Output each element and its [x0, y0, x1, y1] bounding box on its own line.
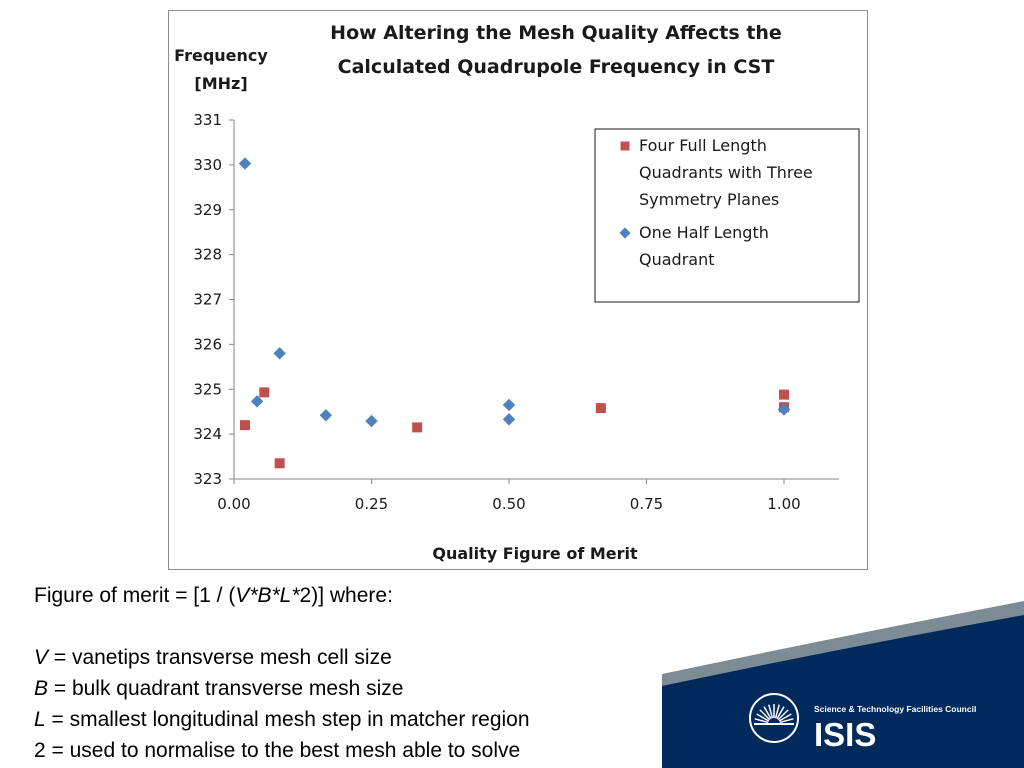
- data-point-diamond: [502, 398, 516, 412]
- x-tick-label: 0.50: [492, 495, 525, 513]
- sunburst-icon: [749, 693, 799, 743]
- y-tick-label: 329: [193, 201, 222, 219]
- legend-label: Symmetry Planes: [639, 190, 779, 209]
- data-point-square: [240, 420, 250, 431]
- legend-marker: [620, 141, 630, 151]
- y-tick-label: 326: [193, 335, 222, 353]
- data-point-square: [412, 422, 423, 433]
- legend-label: Four Full Length: [639, 136, 767, 155]
- x-axis-label: Quality Figure of Merit: [432, 544, 638, 563]
- legend-label: Quadrant: [639, 250, 715, 269]
- x-tick-label: 1.00: [767, 495, 800, 513]
- y-tick-label: 325: [193, 380, 222, 398]
- data-point-diamond: [250, 395, 264, 408]
- figure-of-merit-formula: Figure of merit = [1 / (V*B*L*2)] where:: [34, 584, 393, 607]
- y-axis-label-line-2: [MHz]: [194, 74, 247, 93]
- definition-l: L = smallest longitudinal mesh step in m…: [34, 708, 530, 731]
- y-axis-label-line-1: Frequency: [174, 46, 268, 65]
- axis-ticks: 323 324 325 326 327 328 329 330 331 0.00 0.25 0.50 0…: [193, 111, 800, 513]
- legend-label: Quadrants with Three: [639, 163, 813, 182]
- isis-logo-band: Science & Technology Facilities Council …: [662, 601, 1024, 768]
- scatter-chart: How Altering the Mesh Quality Affects th…: [174, 22, 860, 563]
- data-point-square: [259, 387, 270, 398]
- data-point-diamond: [365, 414, 378, 428]
- chart-title-line-2: Calculated Quadrupole Frequency in CST: [338, 56, 775, 78]
- data-point-diamond: [319, 409, 333, 422]
- y-tick-label: 327: [193, 291, 222, 309]
- data-point-square: [779, 389, 789, 400]
- y-tick-label: 328: [193, 246, 222, 264]
- definition-2: 2 = used to normalise to the best mesh a…: [34, 739, 521, 762]
- data-point-diamond: [777, 403, 791, 416]
- y-tick-label: 323: [193, 470, 222, 488]
- chart-title-line-1: How Altering the Mesh Quality Affects th…: [330, 22, 782, 44]
- legend-box: [594, 128, 860, 303]
- x-tick-label: 0.00: [217, 495, 250, 513]
- definition-b: B = bulk quadrant transverse mesh size: [34, 677, 404, 700]
- isis-wordmark: ISIS: [814, 716, 876, 753]
- legend: Four Full Length Quadrants with Three Symm…: [594, 128, 860, 303]
- data-point-diamond: [273, 347, 286, 360]
- council-name: Science & Technology Facilities Council: [814, 704, 976, 714]
- data-markers: [238, 157, 791, 469]
- figure-of-merit-notes: Figure of merit = [1 / (V*B*L*2)] where:…: [34, 580, 654, 766]
- data-point-diamond: [238, 157, 252, 170]
- definition-v: V = vanetips transverse mesh cell size: [34, 646, 392, 669]
- y-tick-label: 331: [193, 111, 222, 129]
- y-tick-label: 330: [193, 156, 222, 174]
- data-point-square: [595, 403, 606, 414]
- x-tick-label: 0.25: [355, 495, 388, 513]
- chart-frame: How Altering the Mesh Quality Affects th…: [168, 10, 868, 570]
- x-tick-label: 0.75: [630, 495, 663, 513]
- data-point-diamond: [502, 413, 516, 426]
- data-point-square: [274, 458, 285, 469]
- y-tick-label: 324: [193, 425, 222, 443]
- legend-marker: [619, 227, 631, 239]
- legend-label: One Half Length: [639, 223, 769, 242]
